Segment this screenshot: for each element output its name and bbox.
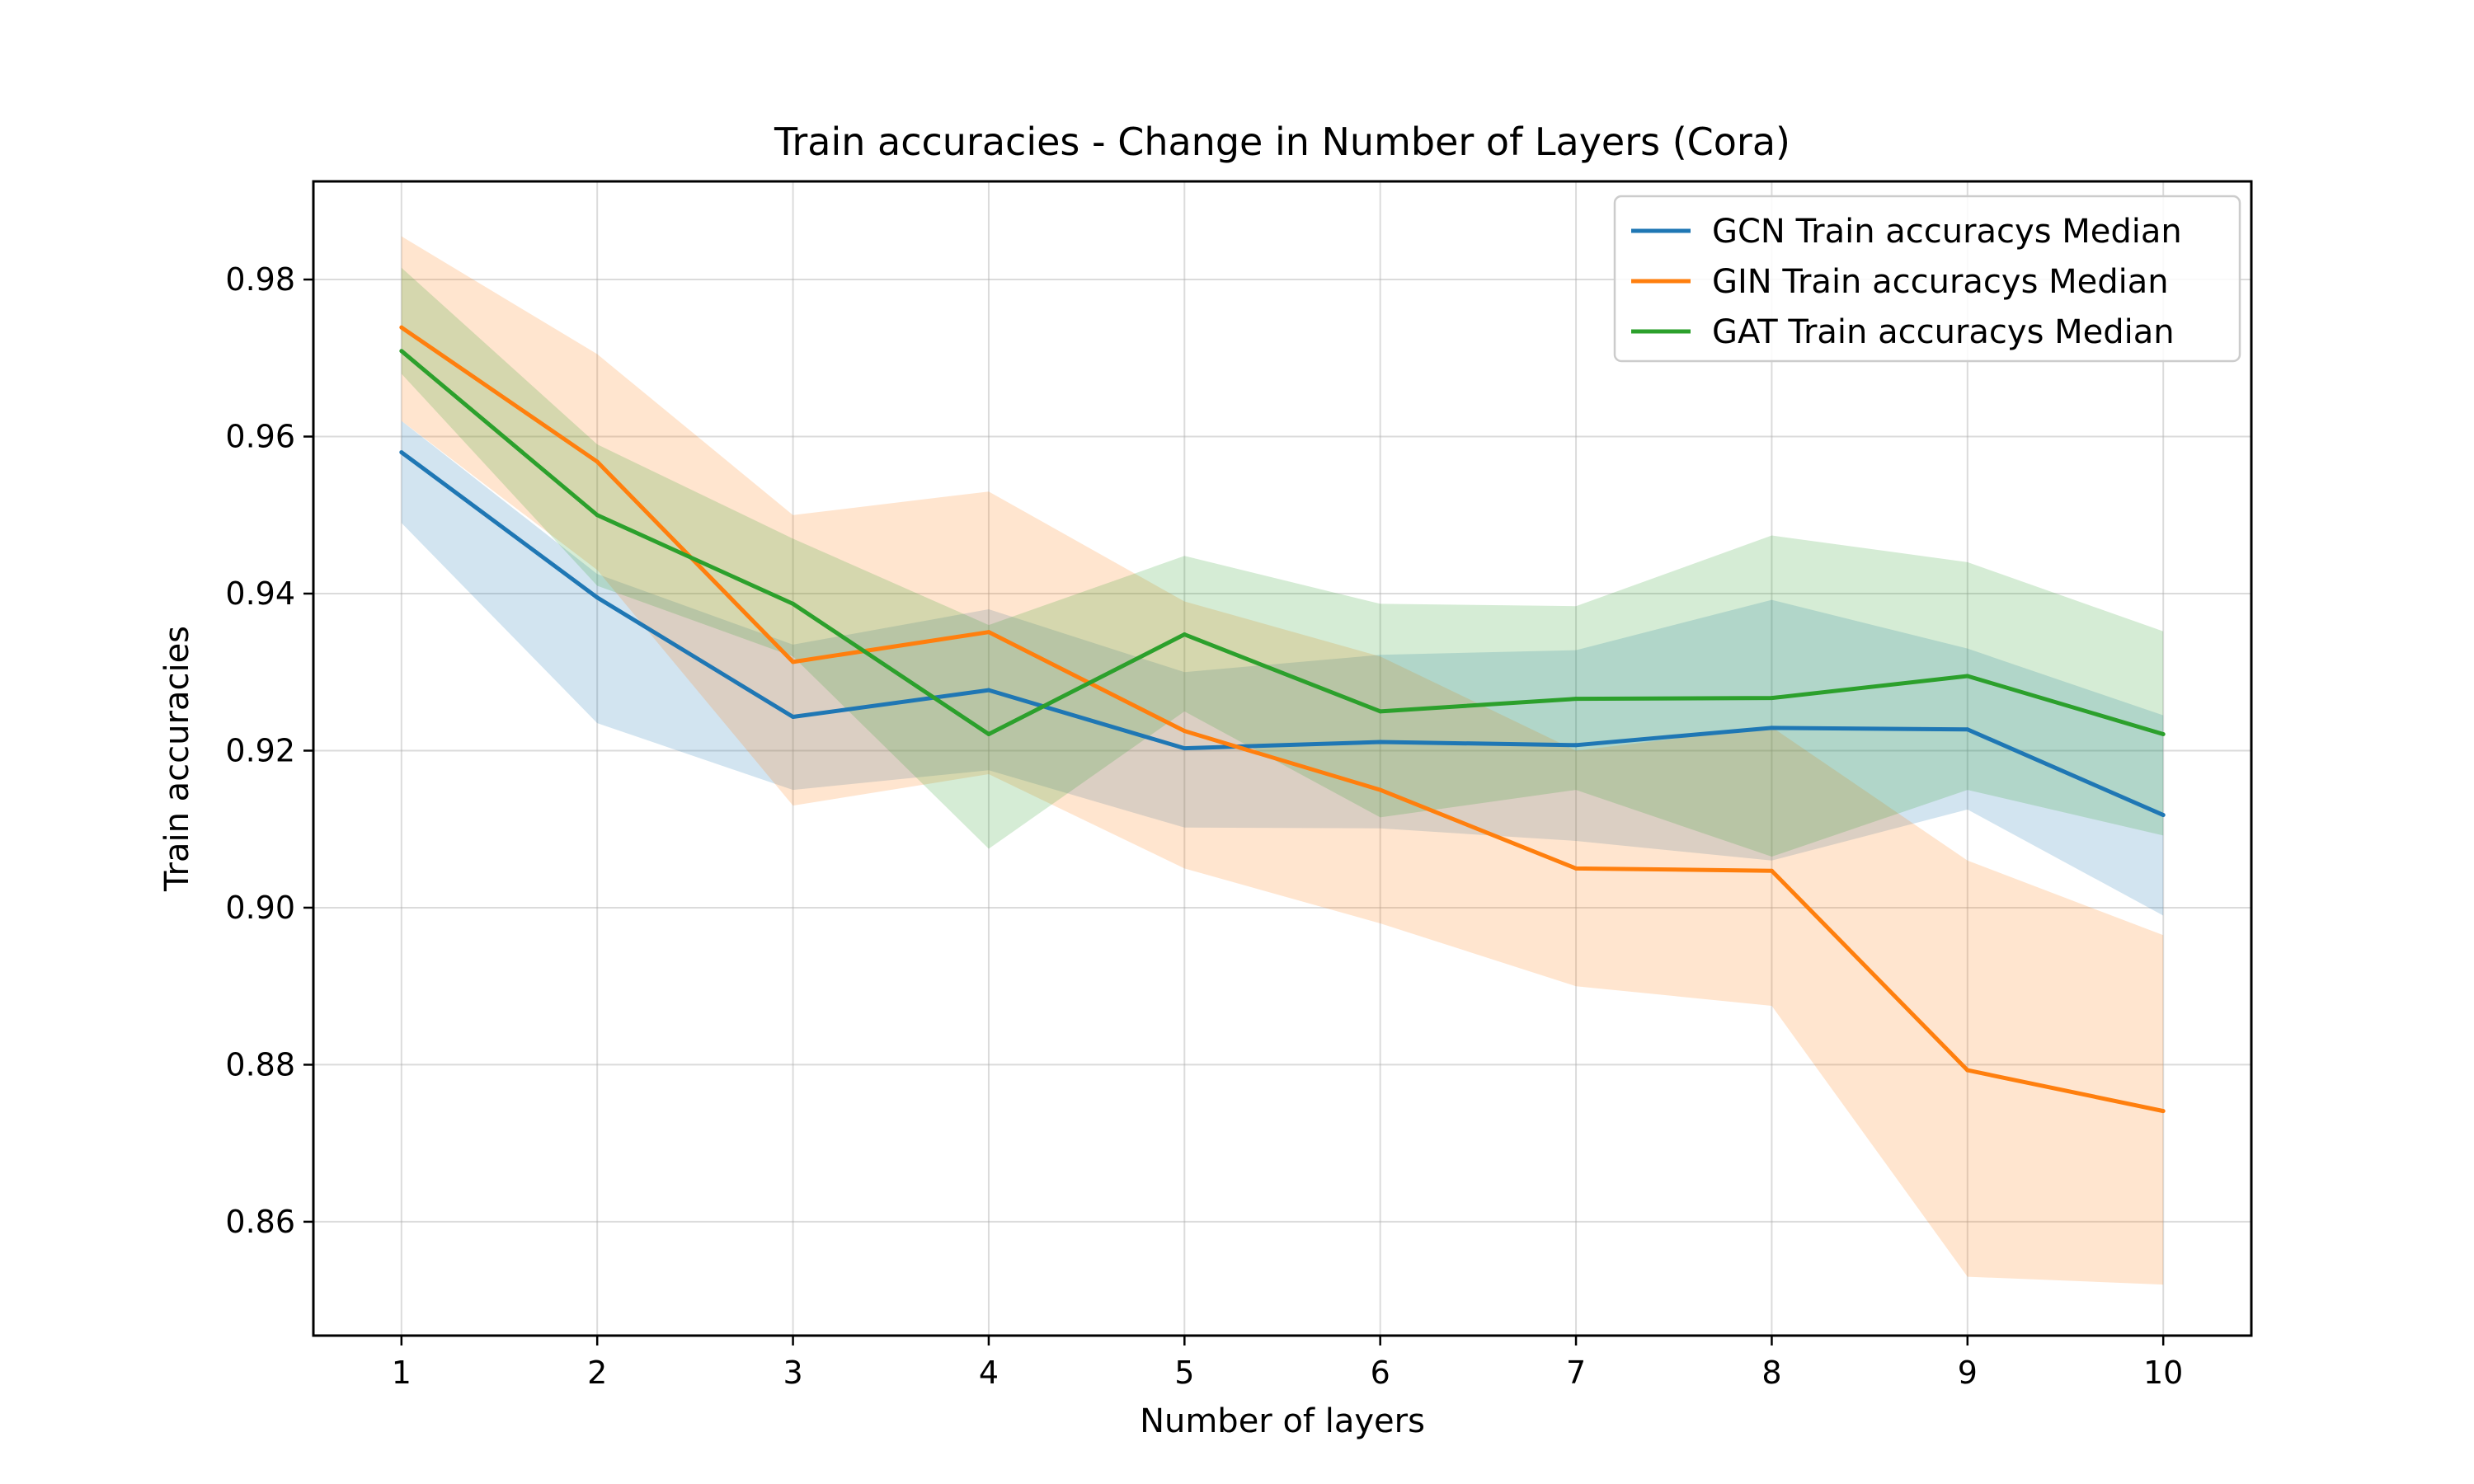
- gcn-data-point: [1573, 743, 1578, 748]
- x-tick-label: 8: [1761, 1355, 1781, 1391]
- x-axis-label: Number of layers: [1140, 1402, 1425, 1440]
- gat-data-point: [986, 731, 991, 736]
- gcn-median-line: [400, 450, 2165, 817]
- x-tick-label: 1: [392, 1355, 412, 1391]
- gat-data-point: [1769, 696, 1774, 701]
- x-tick-label: 3: [783, 1355, 802, 1391]
- gin-data-point: [2161, 1109, 2166, 1114]
- y-tick-label: 0.88: [225, 1046, 295, 1082]
- gat-data-point: [1182, 632, 1187, 637]
- chart-title: Train accuracies - Change in Number of L…: [774, 120, 1790, 164]
- legend-label-gat: GAT Train accuracys Median: [1712, 313, 2175, 351]
- gin-data-point: [399, 325, 404, 330]
- y-axis-label: Train accuracies: [158, 626, 196, 892]
- gcn-data-point: [2161, 813, 2166, 818]
- legend-label-gin: GIN Train accuracys Median: [1712, 263, 2169, 301]
- gcn-data-point: [986, 688, 991, 693]
- gin-data-point: [1182, 729, 1187, 734]
- y-tick-label: 0.96: [225, 419, 295, 455]
- y-tick-label: 0.90: [225, 890, 295, 926]
- gat-data-point: [1378, 709, 1383, 714]
- gcn-data-point: [1378, 740, 1383, 744]
- gat-data-point: [399, 349, 404, 354]
- gat-data-point: [791, 601, 796, 606]
- gat-median-line: [400, 349, 2164, 736]
- gcn-data-point: [1182, 746, 1187, 751]
- x-tick-label: 6: [1371, 1355, 1390, 1391]
- legend-label-gcn: GCN Train accuracys Median: [1712, 213, 2182, 251]
- line-layer: [399, 325, 2166, 1114]
- x-tick-label: 7: [1566, 1355, 1586, 1391]
- gin-data-point: [1378, 787, 1383, 792]
- gin-data-point: [595, 459, 600, 464]
- gat-data-point: [2161, 731, 2166, 736]
- x-tick-label: 4: [979, 1355, 999, 1391]
- gat-range-band: [401, 267, 2164, 857]
- gcn-range-band: [401, 420, 2164, 916]
- gin-data-point: [1769, 868, 1774, 873]
- gin-median-line: [400, 326, 2164, 1114]
- grid-layer: [313, 181, 2251, 1336]
- x-tick-label: 2: [587, 1355, 607, 1391]
- gin-data-point: [1573, 866, 1578, 871]
- gat-data-point: [1573, 697, 1578, 702]
- gcn-data-point: [791, 715, 796, 720]
- y-tick-label: 0.94: [225, 575, 295, 612]
- legend-box: [1613, 195, 2241, 363]
- legend: GCN Train accuracys Median GIN Train accu…: [1613, 195, 2241, 363]
- plot-frame: [312, 180, 2253, 1337]
- gat-data-point: [1965, 674, 1970, 679]
- y-tick-label: 0.92: [225, 732, 295, 768]
- gin-data-point: [1965, 1068, 1970, 1073]
- gat-data-point: [595, 513, 600, 518]
- gin-data-point: [986, 630, 991, 635]
- y-tick-label: 0.86: [225, 1204, 295, 1240]
- gin-data-point: [791, 660, 796, 665]
- gcn-data-point: [1965, 727, 1970, 732]
- gcn-data-point: [399, 450, 404, 455]
- x-tick-label: 10: [2143, 1355, 2183, 1391]
- x-tick-label: 9: [1958, 1355, 1978, 1391]
- tick-layer: 1 2 3 4 5 6 7 8 9 10 0.86 0.88 0.90 0.92 0.94 0.96 0.98: [225, 261, 2183, 1391]
- x-tick-label: 5: [1174, 1355, 1194, 1391]
- y-tick-label: 0.98: [225, 261, 295, 298]
- gcn-data-point: [1769, 726, 1774, 730]
- gcn-data-point: [595, 595, 600, 600]
